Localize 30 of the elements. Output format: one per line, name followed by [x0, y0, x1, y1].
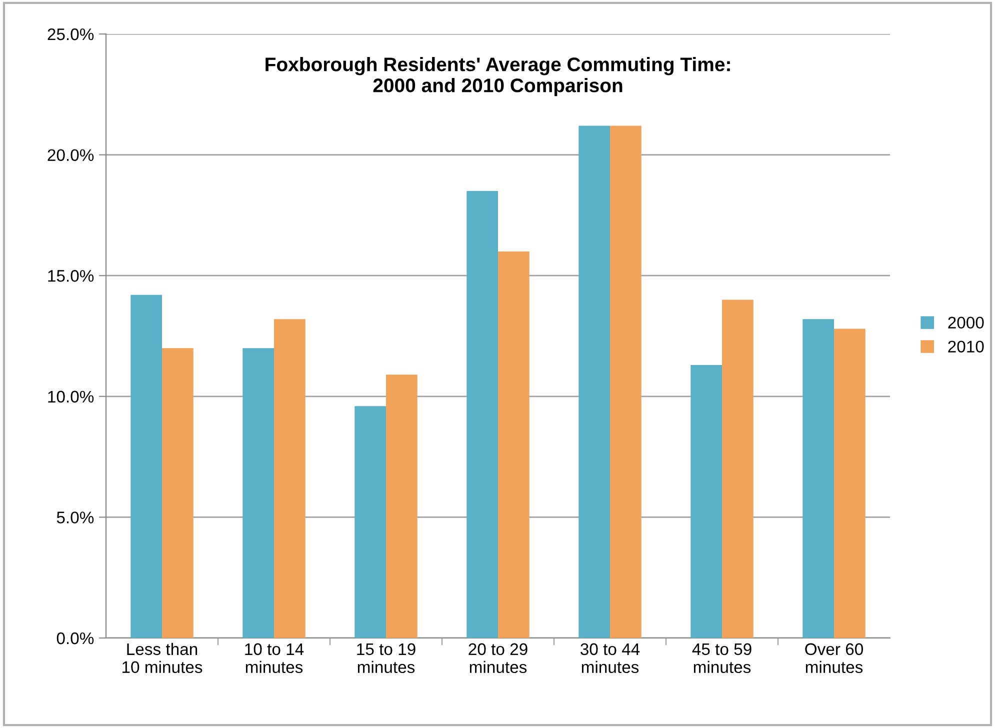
text: Foxborough Residents' Average Commuting Time: 2000 and 2010 Comparison [266, 56, 730, 96]
y-tick-label: 0.0% [56, 632, 94, 644]
bar [242, 348, 274, 638]
x-tick-label: 10 to 14 minutes [245, 643, 304, 674]
bar [610, 126, 642, 638]
legend-label: 2010 [948, 340, 984, 352]
bar [578, 126, 610, 638]
bar [722, 300, 754, 638]
bar [834, 328, 866, 638]
y-tick-label: 20.0% [48, 149, 94, 162]
x-tick-label: 20 to 29 minutes [468, 643, 528, 674]
bar [162, 348, 194, 638]
y-tick-label: 5.0% [56, 512, 94, 524]
bar [466, 191, 498, 638]
bar [354, 406, 386, 638]
x-tick-label: 45 to 59 minutes [692, 643, 752, 674]
bar [386, 374, 418, 638]
x-tick-label: Less than 10 minutes [122, 642, 202, 674]
x-tick-label: Over 60 minutes [805, 643, 863, 674]
legend-label: 2000 [948, 316, 984, 329]
bar [130, 294, 162, 638]
y-tick-label: 25.0% [48, 28, 94, 40]
bar [802, 319, 834, 638]
bar [274, 319, 306, 638]
x-tick-label: 15 to 19 minutes [357, 643, 416, 674]
y-tick-label: 15.0% [48, 270, 94, 282]
x-tick-label: 30 to 44 minutes [580, 643, 640, 674]
y-tick-label: 10.0% [48, 390, 94, 403]
bar [498, 251, 530, 638]
bar [690, 364, 722, 638]
